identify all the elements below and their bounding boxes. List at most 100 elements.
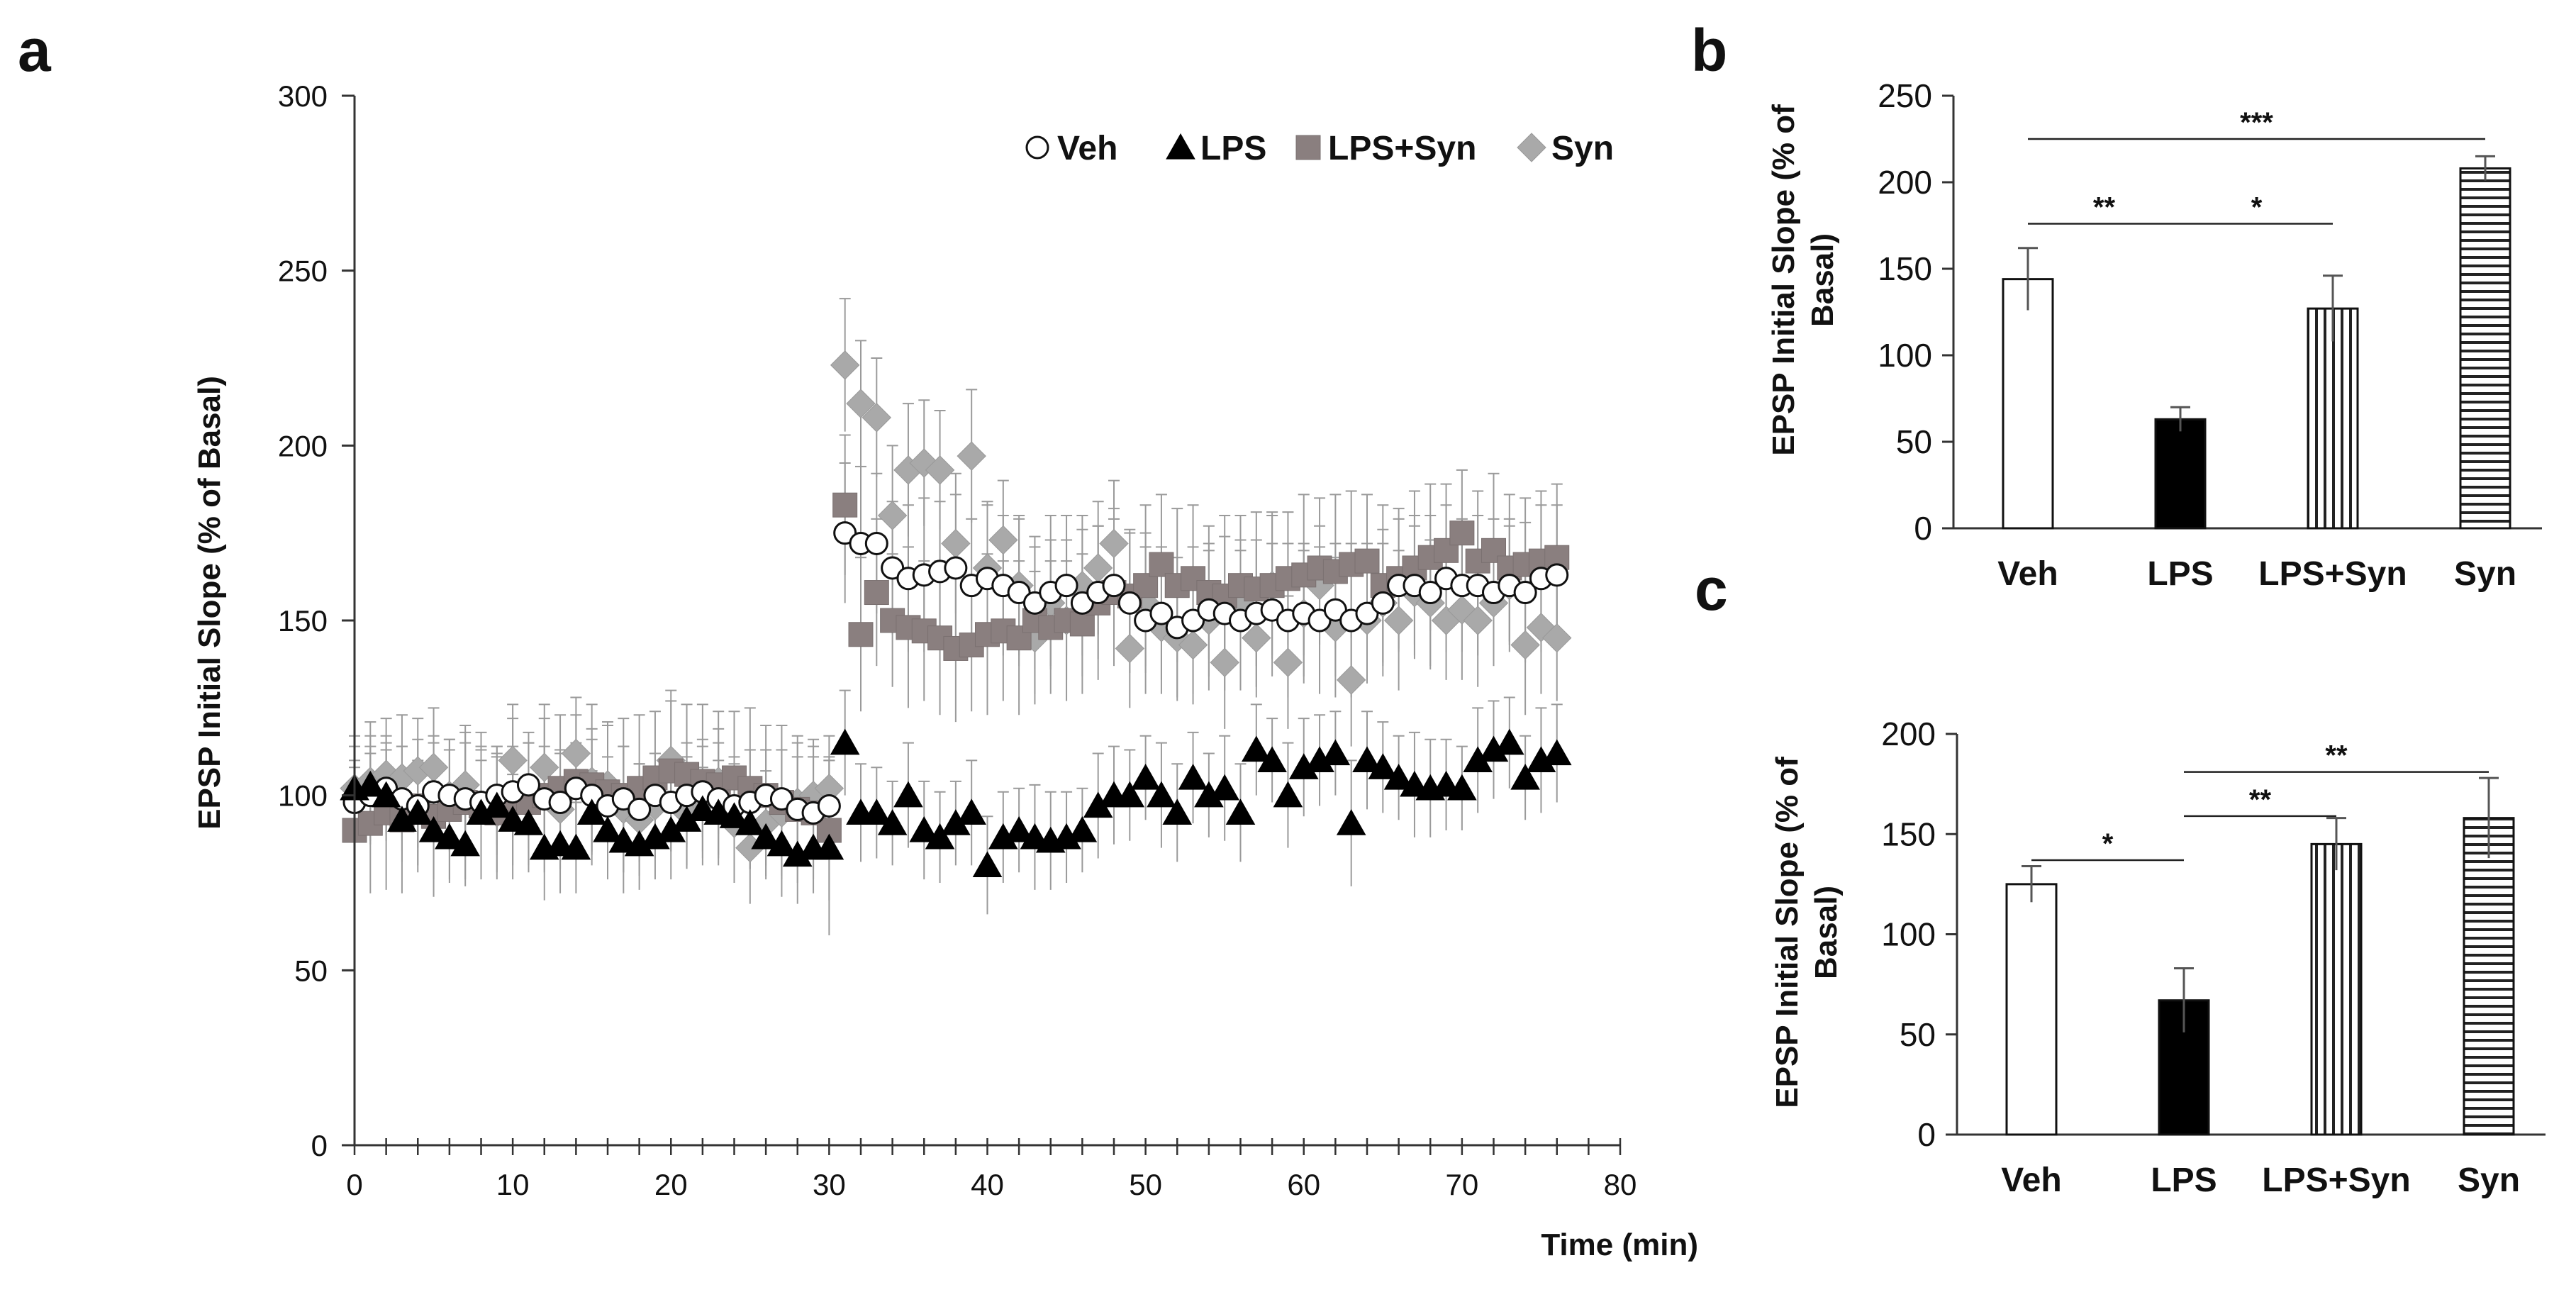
panel-a-syn-point [941,528,971,559]
panel-b-significance-label: * [2251,192,2263,223]
panel-b-significance-label: ** [2093,192,2116,223]
panel-a-y-tick-label: 50 [294,954,328,987]
panel-a-lps-point [403,798,433,825]
panel-b-y-tick-label: 100 [1878,337,1932,374]
panel-b-category-label: LPS [2147,555,2213,593]
panel-b-y-tick-label: 50 [1896,423,1932,460]
panel-c-y-tick-label: 50 [1900,1016,1936,1053]
panel-a-syn-point [1336,665,1366,695]
panel-a-veh-point [881,556,905,580]
panel-a-veh-point [1007,581,1031,605]
panel-a-syn-point [957,441,986,471]
panel-a-syn-point [1463,606,1493,635]
panel-a-veh-point [1181,608,1205,633]
panel-a-veh-point [1418,581,1442,605]
panel-a-lps-point [435,823,464,850]
panel-a-veh-point [516,773,540,797]
panel-a-syn-point [1273,647,1303,677]
legend-label-lps-syn: LPS+Syn [1328,130,1476,167]
panel-a-veh-point [1323,598,1347,622]
legend-label-lps: LPS [1200,130,1266,167]
panel-a-veh-point [1117,591,1142,615]
panel-b-significance-label: *** [2240,107,2273,138]
panel-a-syn-point [1099,528,1129,559]
panel-a-x-tick-label: 60 [1287,1168,1320,1201]
panel-a-veh-point [1260,598,1284,622]
panel-a-veh-point [1102,574,1126,598]
panel-a-lps-point [751,823,781,850]
legend-marker-lps [1166,133,1195,160]
panel-a-veh-point [611,787,635,811]
panel-a-lps-syn-point [848,622,874,647]
panel-a-lps-syn-point [864,580,889,606]
panel-b-category-label: Syn [2454,555,2516,593]
panel-a-x-tick-label: 70 [1446,1168,1479,1201]
panel-b-bar-syn [2459,167,2511,530]
panel-a-veh-point [1307,608,1332,633]
panel-a-veh-point [1545,563,1569,587]
chart-panel-a: 0 50 100 150 200 250 300 0 10 20 30 40 50 60 70 80 EPSP… [192,79,1698,1262]
panel-a-lps-point [909,815,939,842]
panel-a-lps-point [1147,781,1176,808]
panel-a-syn-point [1542,623,1572,653]
panel-a-lps-point [513,809,544,835]
panel-a-syn-point [862,403,892,433]
panel-a-lps-point [1210,774,1239,801]
panel-a-lps-point [1162,798,1193,825]
panel-c-y-tick-label: 150 [1881,815,1936,852]
panel-a-syn-point [988,525,1018,555]
panel-a-lps-point [893,781,923,808]
panel-a-lps-syn-point [1449,520,1475,546]
panel-a-lps-point [355,770,386,797]
panel-a-lps-point [418,815,449,842]
panel-a-x-tick-label: 80 [1604,1168,1637,1201]
panel-a-lps-point [1495,728,1524,755]
panel-a-syn-point [1242,623,1271,653]
panel-a-veh-point [833,521,857,545]
panel-a-veh-point [1149,601,1173,625]
panel-c-bar-lps-syn [2310,842,2363,1136]
panel-a-x-tick-label: 40 [971,1168,1004,1201]
panel-a-lps-syn-point [1354,548,1380,574]
panel-a-x-tick-label: 10 [496,1168,530,1201]
panel-a-x-axis-label: Time (min) [1541,1227,1698,1262]
panel-a-y-tick-label: 0 [311,1129,328,1162]
panel-a-lps-point [877,809,908,835]
panel-a-lps-point [1115,781,1145,808]
panel-c-y-axis-label-line2: Basal) [1809,886,1844,979]
panel-a-y-tick-label: 250 [278,255,328,288]
panel-a-lps-point [957,798,986,825]
panel-c-category-label: LPS+Syn [2262,1162,2410,1199]
legend-marker-lps-syn [1295,135,1321,160]
panel-a-lps-point [1067,815,1098,842]
panel-a-legend: Veh LPS LPS+Syn Syn [1025,130,1614,167]
panel-a-lps-point [1510,763,1540,790]
panel-a-veh-point [1022,591,1047,615]
panel-b-y-tick-label: 0 [1914,510,1932,547]
panel-b-y-axis-label-line1: EPSP Initial Slope (% of [1766,104,1801,456]
panel-c-category-label: Veh [2001,1162,2061,1199]
panel-a-lps-point [1178,763,1208,790]
panel-a-syn-point [498,745,528,776]
panel-c-category-label: Syn [2458,1162,2520,1199]
panel-a-lps-point [1257,746,1287,772]
panel-a-lps-point [1541,739,1572,766]
panel-a-veh-point [817,793,841,818]
panel-a-y-tick-label: 300 [278,79,328,113]
panel-a-veh-point [1054,574,1078,598]
panel-a-syn-point [846,389,876,418]
panel-a-x-tick-label: 0 [346,1168,362,1201]
panel-a-lps-point [814,833,844,860]
panel-b-y-axis-label-line2: Basal) [1805,233,1840,327]
panel-a-lps-point [1447,774,1477,801]
panel-a-lps-point [1336,809,1366,835]
panel-c-bar-veh [2005,883,2058,1136]
panel-a-lps-point [719,802,749,828]
panel-b-y-tick-label: 150 [1878,250,1932,287]
panel-a-syn-point [1210,647,1239,677]
panel-a-syn-point [1510,630,1540,660]
panel-c-y-tick-label: 200 [1881,715,1936,752]
panel-a-lps-point [371,781,401,808]
panel-c-category-label: LPS [2151,1162,2217,1199]
panel-c-significance-label: ** [2249,784,2272,815]
